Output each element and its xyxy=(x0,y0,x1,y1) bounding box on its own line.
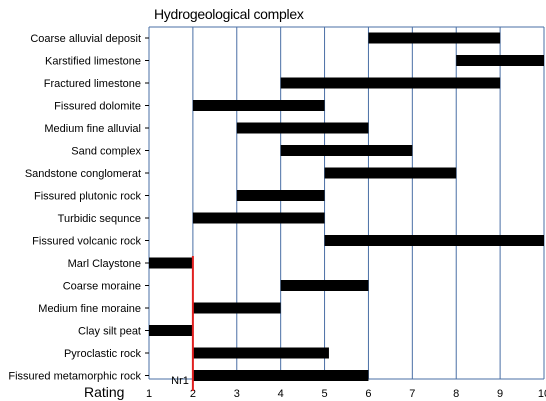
category-label-11: Coarse moraine xyxy=(63,281,141,293)
range-bar-8 xyxy=(192,212,325,224)
x-tick-label-6: 6 xyxy=(365,388,371,400)
range-bar-15 xyxy=(192,370,369,381)
x-tick-label-8: 8 xyxy=(453,388,459,400)
range-bar-1 xyxy=(456,55,544,66)
x-tick-label-1: 1 xyxy=(146,388,152,400)
x-tick-label-9: 9 xyxy=(497,388,503,400)
range-bar-4 xyxy=(236,122,369,134)
category-label-7: Fissured plutonic rock xyxy=(34,191,141,203)
chart-title: Hydrogeological complex xyxy=(154,6,304,22)
range-bar-11 xyxy=(280,280,369,291)
category-label-6: Sandstone conglomerat xyxy=(25,168,141,180)
category-label-9: Fissured volcanic rock xyxy=(32,236,141,248)
x-tick-label-10: 10 xyxy=(538,388,546,400)
x-tick-label-3: 3 xyxy=(234,388,240,400)
category-label-13: Clay silt peat xyxy=(78,326,141,338)
category-labels: Coarse alluvial deposit Karstified limest… xyxy=(8,33,141,383)
category-label-15: Fissured metamorphic rock xyxy=(8,371,141,383)
threshold-label: Nr1 xyxy=(171,375,189,387)
range-bars xyxy=(145,32,544,381)
x-tick-label-5: 5 xyxy=(321,388,327,400)
category-label-10: Marl Claystone xyxy=(68,258,141,270)
range-bar-10 xyxy=(149,257,193,269)
range-bar-3 xyxy=(192,100,325,111)
category-label-3: Fissured dolomite xyxy=(54,101,141,113)
category-label-1: Karstified limestone xyxy=(45,56,141,68)
range-bar-5 xyxy=(280,145,413,156)
category-label-4: Medium fine alluvial xyxy=(44,123,141,135)
range-bar-12 xyxy=(192,302,281,314)
range-bar-0 xyxy=(368,32,501,44)
x-tick-label-7: 7 xyxy=(409,388,415,400)
range-bar-7 xyxy=(236,190,325,201)
range-bar-14 xyxy=(192,347,329,359)
category-label-14: Pyroclastic rock xyxy=(64,348,142,360)
category-label-5: Sand complex xyxy=(71,146,141,158)
range-bar-6 xyxy=(324,167,457,179)
x-tick-label-4: 4 xyxy=(278,388,284,400)
range-bar-13 xyxy=(149,325,193,336)
category-label-0: Coarse alluvial deposit xyxy=(30,33,141,45)
category-label-8: Turbidic sequnce xyxy=(58,213,141,225)
range-bar-9 xyxy=(324,235,544,246)
category-label-2: Fractured limestone xyxy=(44,78,141,90)
x-axis-label: Rating xyxy=(84,384,124,400)
range-bar-2 xyxy=(280,77,501,89)
threshold-marker: Nr1 xyxy=(171,256,194,391)
category-label-12: Medium fine moraine xyxy=(38,303,141,315)
x-tick-labels: 1 2 3 4 5 6 7 8 9 10 xyxy=(146,388,546,400)
x-tick-label-2: 2 xyxy=(190,388,196,400)
